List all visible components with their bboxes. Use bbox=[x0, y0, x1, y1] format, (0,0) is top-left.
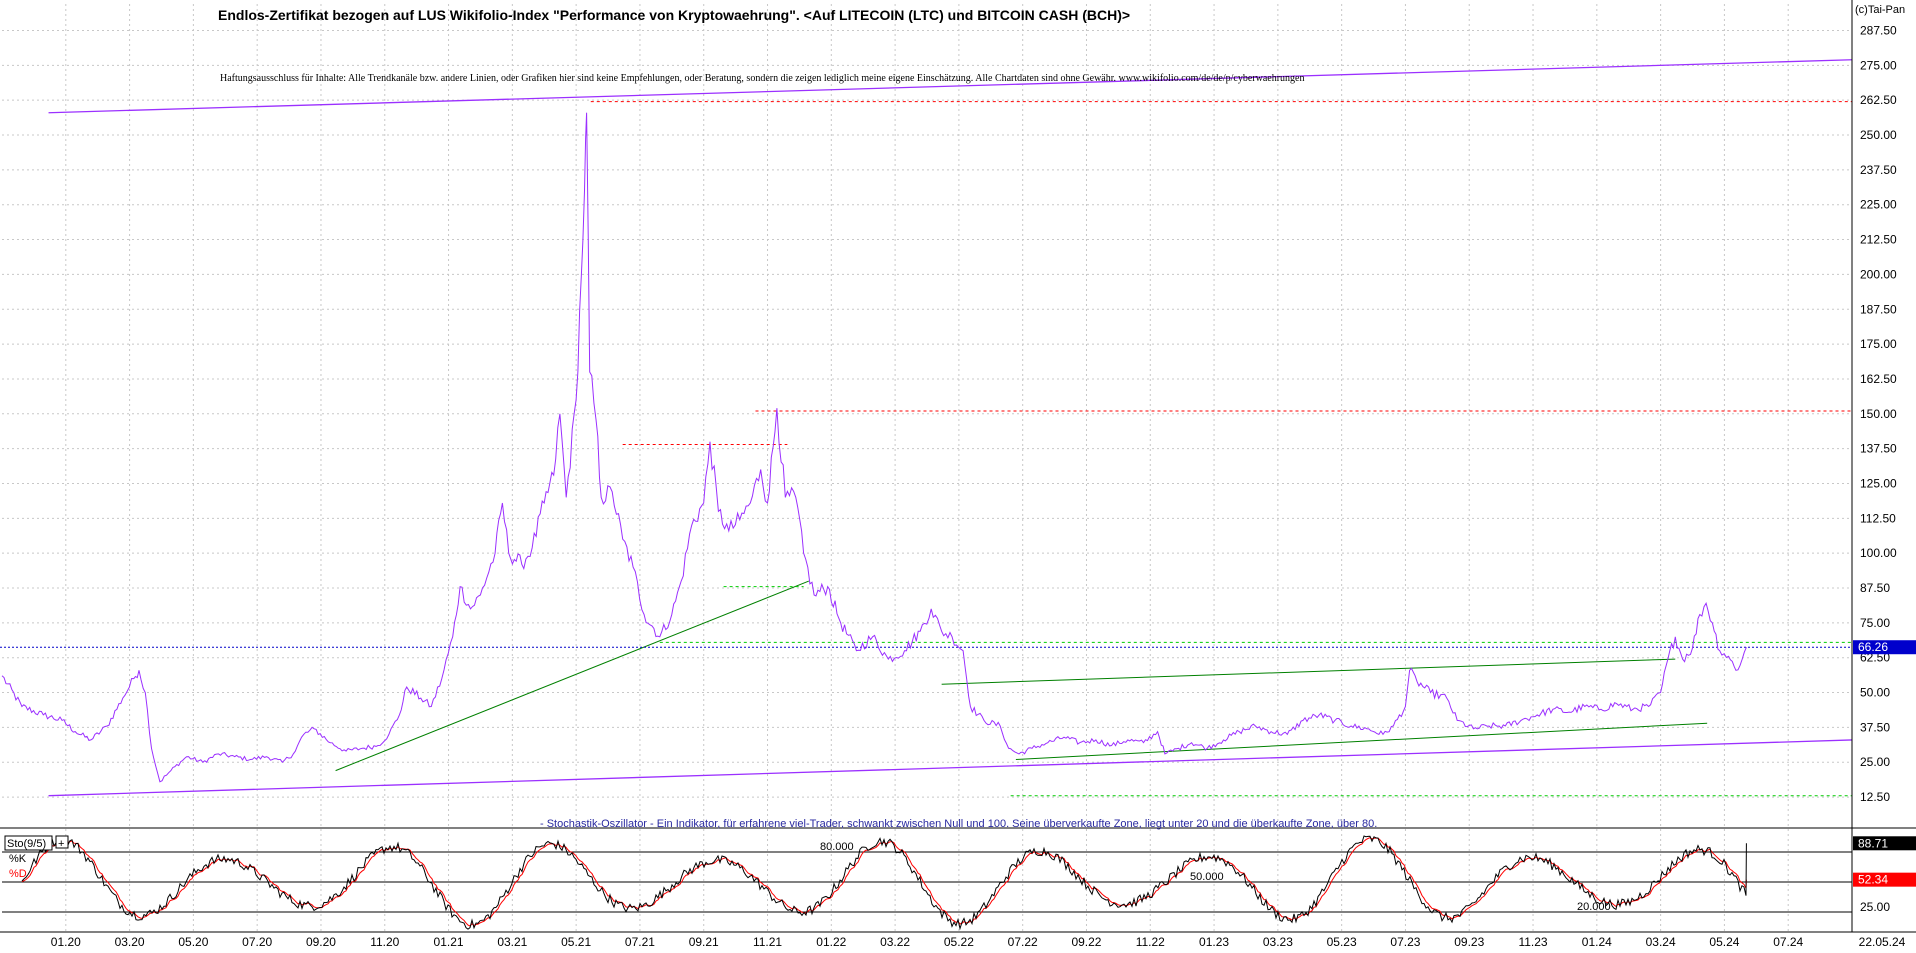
x-tick-label: 01.20 bbox=[51, 935, 81, 948]
x-tick-label: 03.24 bbox=[1646, 935, 1676, 948]
y-tick-label: 225.00 bbox=[1860, 198, 1897, 212]
sto-level-label: 50.000 bbox=[1190, 871, 1224, 883]
x-tick-label: 09.21 bbox=[689, 935, 719, 948]
x-tick-label: 03.21 bbox=[497, 935, 527, 948]
y-tick-label: 262.50 bbox=[1860, 93, 1897, 107]
sto-level-label: 20.000 bbox=[1577, 901, 1611, 913]
x-tick-label: 07.20 bbox=[242, 935, 272, 948]
x-tick-label: 09.20 bbox=[306, 935, 336, 948]
y-tick-label: 125.00 bbox=[1860, 476, 1897, 490]
x-tick-label: 05.24 bbox=[1709, 935, 1739, 948]
y-tick-label: 150.00 bbox=[1860, 407, 1897, 421]
x-tick-label: 07.24 bbox=[1773, 935, 1803, 948]
indicator-note: - Stochastik-Oszillator - Ein Indikator,… bbox=[540, 818, 1377, 830]
d-label: %D bbox=[9, 868, 27, 880]
y-tick-label: 187.50 bbox=[1860, 302, 1897, 316]
y-tick-label: 162.50 bbox=[1860, 372, 1897, 386]
x-tick-label: 05.21 bbox=[561, 935, 591, 948]
x-tick-label: 07.21 bbox=[625, 935, 655, 948]
y-tick-label: 212.50 bbox=[1860, 233, 1897, 247]
x-tick-label: 11.22 bbox=[1136, 935, 1165, 948]
sto-k-line bbox=[21, 835, 1747, 931]
y-tick-label: 50.00 bbox=[1860, 686, 1890, 700]
line-lower-channel bbox=[48, 739, 1853, 797]
y-tick-label: 25.00 bbox=[1860, 755, 1890, 769]
k-value-label: 88.71 bbox=[1858, 836, 1888, 850]
y-tick-label: 37.50 bbox=[1860, 720, 1890, 734]
d-value-badge bbox=[1853, 872, 1916, 887]
k-value-badge bbox=[1853, 836, 1916, 851]
x-tick-label: 09.22 bbox=[1071, 935, 1101, 948]
line-trend-green-1 bbox=[335, 580, 810, 772]
disclaimer-text: Haftungsausschluss für Inhalte: Alle Tre… bbox=[220, 73, 1305, 84]
sto-legend: Sto(9/5) + %K %D bbox=[4, 835, 69, 880]
price-line bbox=[1, 112, 1747, 783]
y-tick-label: 275.00 bbox=[1860, 58, 1897, 72]
x-tick-label: 01.22 bbox=[816, 935, 846, 948]
y-tick-label: 200.00 bbox=[1860, 267, 1897, 281]
y-tick-label: 137.50 bbox=[1860, 442, 1897, 456]
y-tick-label: 87.50 bbox=[1860, 581, 1890, 595]
x-tick-label: 03.20 bbox=[115, 935, 145, 948]
x-tick-label: 03.23 bbox=[1263, 935, 1293, 948]
expand-icon[interactable] bbox=[55, 835, 69, 849]
y-tick-label: 100.00 bbox=[1860, 546, 1897, 560]
x-tick-label: 01.21 bbox=[434, 935, 464, 948]
d-value-label: 52.34 bbox=[1858, 873, 1888, 887]
x-tick-label: 05.22 bbox=[944, 935, 974, 948]
line-trend-green-2b bbox=[1015, 722, 1708, 760]
k-label: %K bbox=[9, 853, 27, 865]
sto-label: Sto(9/5) bbox=[7, 838, 46, 850]
y-tick-label: 175.00 bbox=[1860, 337, 1897, 351]
y-tick-label: 12.50 bbox=[1860, 790, 1890, 804]
sto-label-box bbox=[4, 835, 53, 851]
x-tick-label: 11.21 bbox=[753, 935, 782, 948]
x-tick-label: 11.23 bbox=[1518, 935, 1547, 948]
sto-level-label: 80.000 bbox=[820, 841, 854, 853]
y-tick-label: 287.50 bbox=[1860, 23, 1897, 37]
x-tick-label: 07.23 bbox=[1390, 935, 1420, 948]
x-tick-label: 01.23 bbox=[1199, 935, 1229, 948]
x-tick-label: 11.20 bbox=[370, 935, 399, 948]
expand-icon-plus[interactable]: + bbox=[58, 838, 64, 850]
last-price-badge bbox=[1853, 640, 1916, 655]
copyright-label: (c)Tai-Pan bbox=[1855, 4, 1905, 16]
line-upper-channel bbox=[48, 59, 1853, 114]
y-tick-label: 75.00 bbox=[1860, 616, 1890, 630]
x-tick-label: 05.23 bbox=[1327, 935, 1357, 948]
last-price-label: 66.26 bbox=[1858, 640, 1888, 654]
y-tick-label: 250.00 bbox=[1860, 128, 1897, 142]
chart-title: Endlos-Zertifikat bezogen auf LUS Wikifo… bbox=[218, 7, 1130, 23]
x-tick-label: 07.22 bbox=[1008, 935, 1038, 948]
sto-y-tick-label: 25.00 bbox=[1860, 900, 1890, 914]
y-tick-label: 112.50 bbox=[1860, 511, 1896, 525]
x-tick-label: 01.24 bbox=[1582, 935, 1612, 948]
x-tick-label: 03.22 bbox=[880, 935, 910, 948]
x-tick-label: 09.23 bbox=[1454, 935, 1484, 948]
x-tick-label-last: 22.05.24 bbox=[1859, 935, 1906, 948]
y-tick-label: 237.50 bbox=[1860, 163, 1897, 177]
x-tick-label: 05.20 bbox=[178, 935, 208, 948]
line-trend-green-2a bbox=[941, 658, 1676, 685]
